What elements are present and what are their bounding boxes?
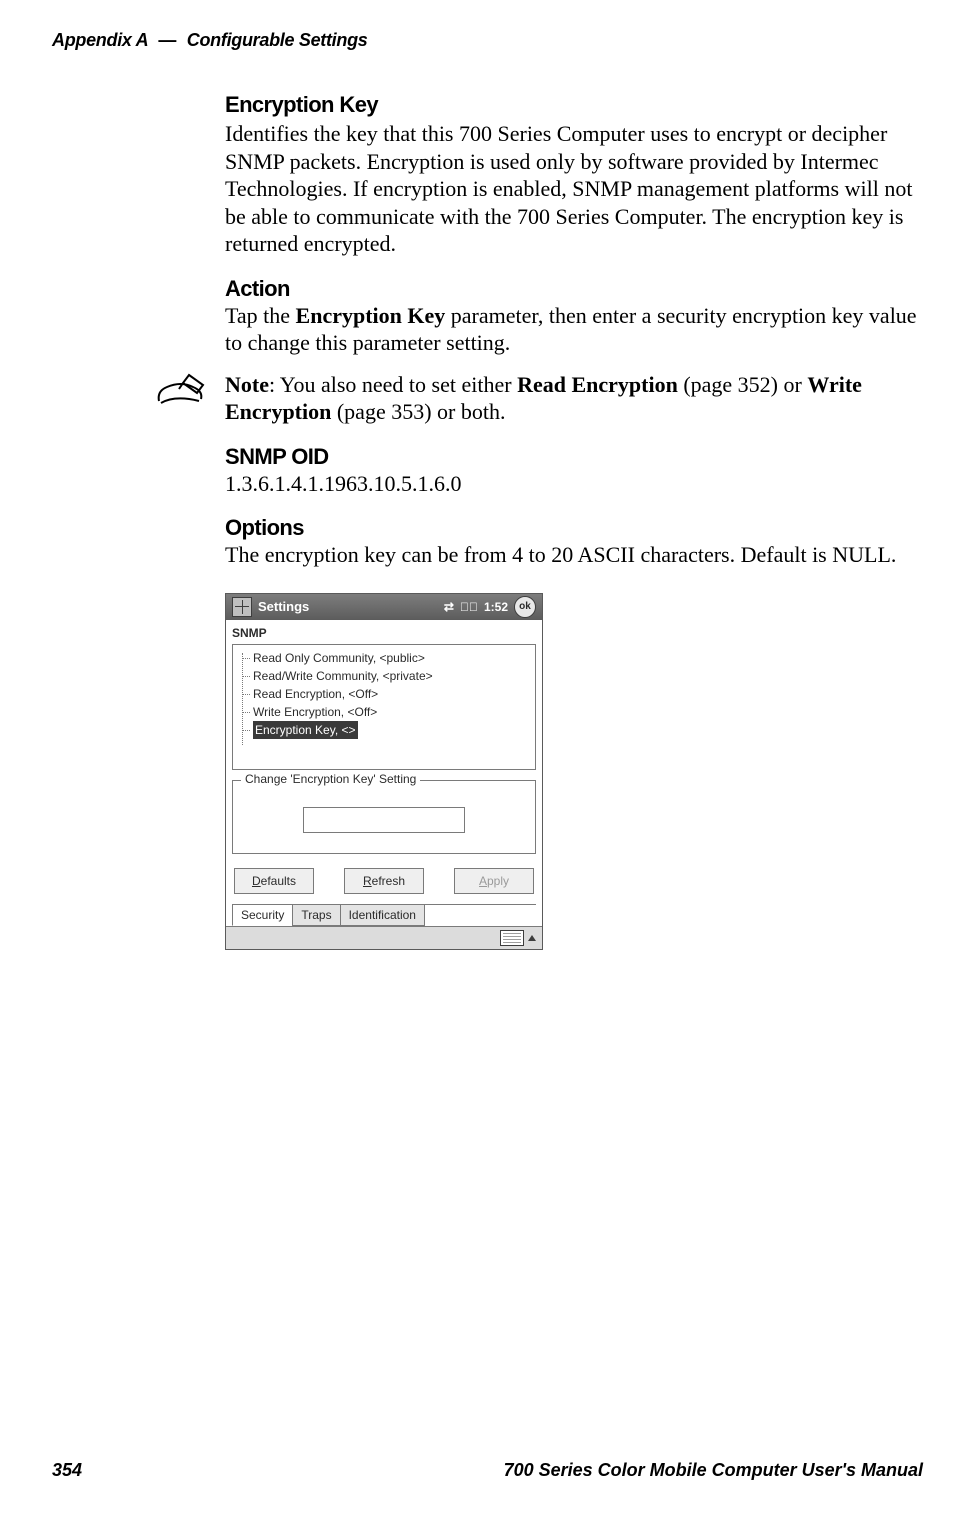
text: (page 353) or both. [331, 399, 505, 424]
note-block: Note: You also need to set either Read E… [225, 371, 925, 426]
sip-arrow-icon[interactable] [528, 935, 536, 941]
group-legend: Change 'Encryption Key' Setting [241, 772, 420, 786]
paragraph-action: Tap the Encryption Key parameter, then e… [225, 302, 925, 357]
tab-identification[interactable]: Identification [340, 905, 425, 926]
heading-action: Action [225, 276, 925, 302]
tree-item-write-encryption[interactable]: Write Encryption, <Off> [239, 703, 529, 721]
start-icon[interactable] [232, 597, 252, 617]
text: Tap the [225, 303, 296, 328]
volume-icon: ◀༹ [460, 600, 478, 614]
note-text: Note: You also need to set either Read E… [225, 371, 925, 426]
header-dash: — [152, 30, 182, 50]
tree-item-read-only-community[interactable]: Read Only Community, <public> [239, 649, 529, 667]
tree-item-read-encryption[interactable]: Read Encryption, <Off> [239, 685, 529, 703]
tree-item-readwrite-community[interactable]: Read/Write Community, <private> [239, 667, 529, 685]
param-name: Encryption Key [296, 303, 446, 328]
tab-bar: Security Traps Identification [232, 904, 536, 926]
device-screenshot: Settings ⇄ ◀༹ 1:52 ok SNMP Read Only Com… [225, 593, 543, 950]
tab-traps[interactable]: Traps [292, 905, 340, 926]
running-header: Appendix A — Configurable Settings [52, 30, 368, 51]
keyboard-icon[interactable] [500, 930, 524, 946]
change-setting-group: Change 'Encryption Key' Setting [232, 780, 536, 854]
connectivity-icon: ⇄ [444, 600, 454, 614]
ref-read-encryption: Read Encryption [517, 372, 678, 397]
window-title: Settings [258, 599, 309, 614]
paragraph-snmp-oid: 1.3.6.1.4.1.1963.10.5.1.6.0 [225, 470, 925, 498]
note-lead: Note [225, 372, 269, 397]
apply-button: Apply [454, 868, 534, 894]
page-number: 354 [52, 1460, 82, 1481]
paragraph-encryption-key: Identifies the key that this 700 Series … [225, 120, 925, 258]
appendix-label: Appendix A [52, 30, 148, 50]
page-footer: 354 700 Series Color Mobile Computer Use… [52, 1460, 923, 1481]
heading-snmp-oid: SNMP OID [225, 444, 925, 470]
tree-item-encryption-key[interactable]: Encryption Key, <> [239, 721, 529, 739]
app-title: SNMP [232, 624, 536, 644]
status-area: ⇄ ◀༹ 1:52 ok [444, 596, 536, 618]
chapter-title: Configurable Settings [187, 30, 368, 50]
note-icon [153, 371, 207, 418]
heading-options: Options [225, 515, 925, 541]
manual-title: 700 Series Color Mobile Computer User's … [504, 1460, 923, 1481]
clock: 1:52 [484, 600, 508, 614]
tab-security[interactable]: Security [232, 905, 293, 926]
titlebar: Settings ⇄ ◀༹ 1:52 ok [226, 594, 542, 620]
button-row: Defaults Refresh Apply [232, 868, 536, 896]
tree-item-selected: Encryption Key, <> [253, 721, 358, 739]
heading-encryption-key: Encryption Key [225, 92, 925, 118]
text: (page 352) or [678, 372, 808, 397]
ok-button[interactable]: ok [514, 596, 536, 618]
defaults-button[interactable]: Defaults [234, 868, 314, 894]
paragraph-options: The encryption key can be from 4 to 20 A… [225, 541, 925, 569]
refresh-button[interactable]: Refresh [344, 868, 424, 894]
encryption-key-input[interactable] [303, 807, 465, 833]
snmp-tree[interactable]: Read Only Community, <public> Read/Write… [232, 644, 536, 770]
text: : You also need to set either [269, 372, 517, 397]
sip-bar [226, 926, 542, 949]
